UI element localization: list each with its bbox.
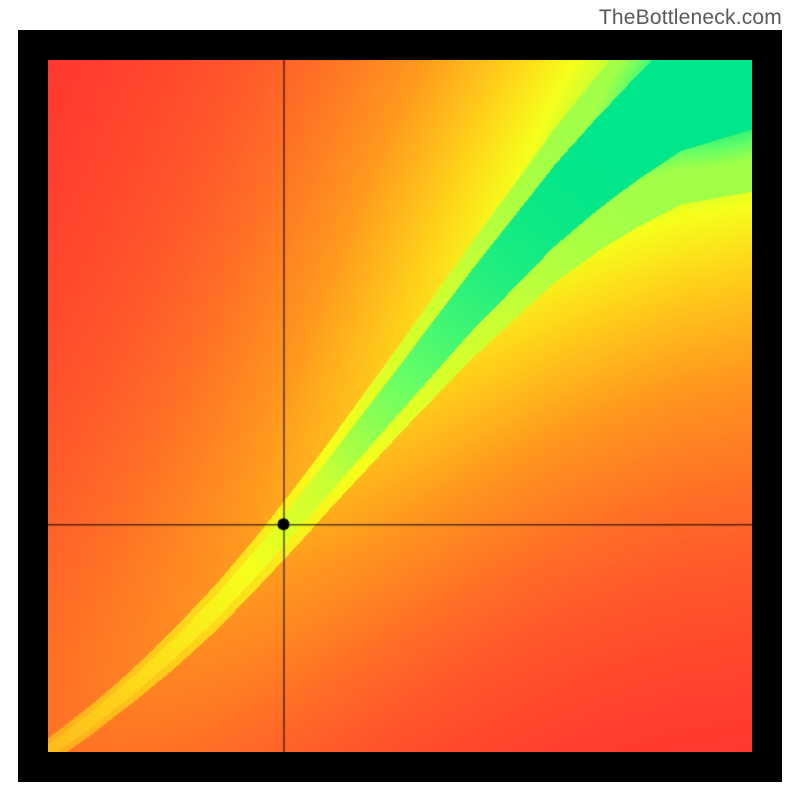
heatmap-canvas [48, 60, 752, 752]
chart-frame [18, 30, 782, 782]
heatmap-plot [48, 60, 752, 752]
chart-container: TheBottleneck.com [0, 0, 800, 800]
watermark-text: TheBottleneck.com [599, 6, 782, 30]
